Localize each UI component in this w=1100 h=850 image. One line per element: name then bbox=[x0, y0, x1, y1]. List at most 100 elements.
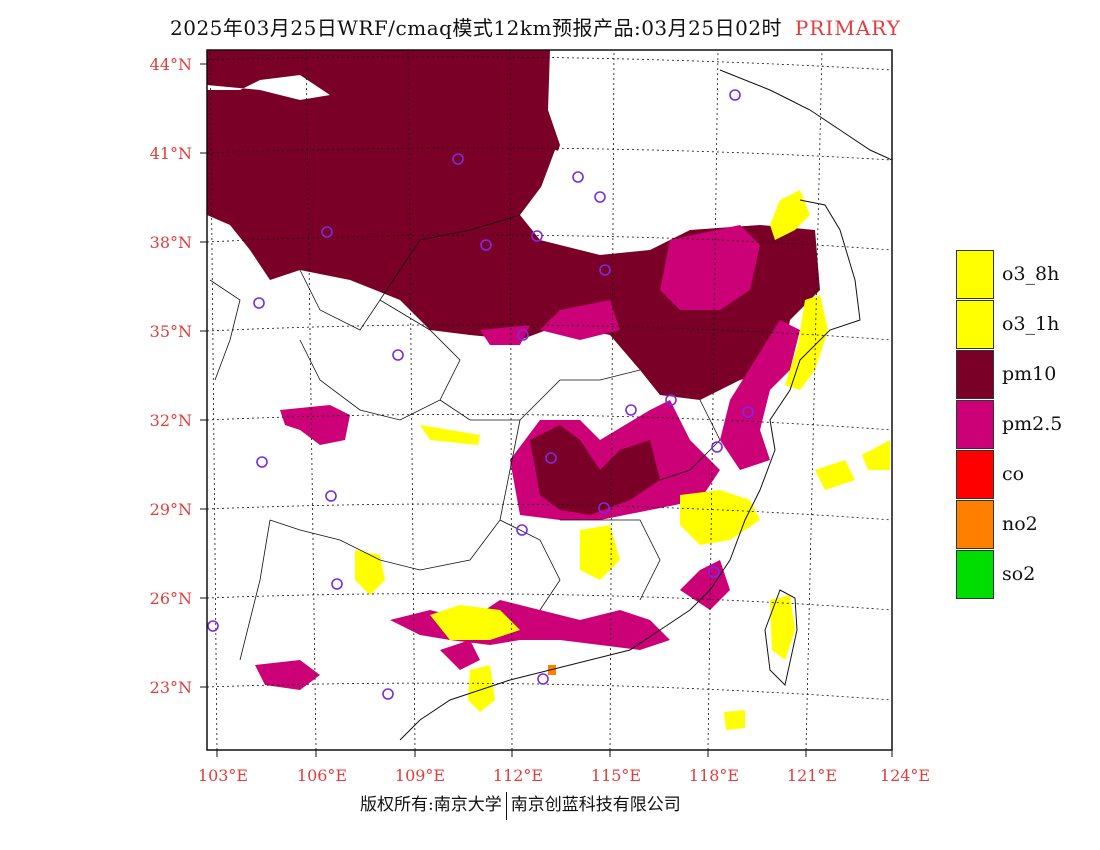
station-marker bbox=[665, 394, 677, 406]
legend-swatch bbox=[956, 249, 994, 299]
map-content bbox=[207, 50, 892, 750]
lon-label: 109°E bbox=[395, 766, 445, 785]
footer-divider bbox=[505, 791, 507, 820]
pm25-area-east bbox=[720, 320, 800, 470]
pm10-area-hubei bbox=[530, 425, 660, 515]
legend-item-o3-8h: o3_8h bbox=[956, 249, 1062, 299]
legend-swatch bbox=[956, 499, 994, 549]
station-marker bbox=[708, 566, 720, 578]
lat-label: 32°N bbox=[150, 411, 192, 430]
lon-label: 115°E bbox=[591, 766, 641, 785]
pm25-area-fujian bbox=[680, 560, 730, 610]
province-borders bbox=[209, 214, 721, 661]
latitude-labels: 44°N 41°N 38°N 35°N 32°N 29°N 26°N 23°N bbox=[150, 55, 192, 697]
legend-swatch bbox=[956, 449, 994, 499]
legend-swatch bbox=[956, 549, 994, 599]
legend-item-pm10: pm10 bbox=[956, 349, 1062, 399]
legend-swatch bbox=[956, 399, 994, 449]
lon-label: 124°E bbox=[880, 766, 930, 785]
o3-area-sea-east bbox=[862, 440, 890, 470]
station-marker bbox=[545, 452, 557, 464]
legend-label: o3_8h bbox=[1002, 263, 1060, 285]
station-marker bbox=[321, 226, 333, 238]
legend-swatch bbox=[956, 299, 994, 349]
station-marker bbox=[480, 239, 492, 251]
legend: o3_8h o3_1h pm10 pm2.5 co no2 so2 bbox=[956, 249, 1062, 599]
map-frame bbox=[206, 49, 893, 751]
lon-label: 118°E bbox=[689, 766, 739, 785]
station-marker bbox=[572, 171, 584, 183]
lon-label: 103°E bbox=[198, 766, 248, 785]
station-marker bbox=[517, 329, 529, 341]
o3-area-sea bbox=[815, 460, 855, 490]
legend-label: co bbox=[1002, 463, 1025, 485]
lat-label: 44°N bbox=[150, 55, 192, 74]
copyright-footer: 版权所有:南京大学 南京创蓝科技有限公司 bbox=[360, 790, 681, 820]
legend-label: so2 bbox=[1002, 563, 1036, 585]
station-marker bbox=[711, 441, 723, 453]
pm25-area-northeast bbox=[660, 225, 760, 310]
lat-label: 38°N bbox=[150, 233, 192, 252]
clear-area-north bbox=[207, 75, 330, 100]
legend-item-o3-1h: o3_1h bbox=[956, 299, 1062, 349]
station-marker bbox=[207, 620, 219, 632]
lat-label: 26°N bbox=[150, 589, 192, 608]
longitude-labels: 103°E 106°E 109°E 112°E 115°E 118°E 121°… bbox=[198, 766, 930, 785]
lat-label: 35°N bbox=[150, 322, 192, 341]
o3-area-guangxi bbox=[468, 665, 495, 712]
o3-area-guizhou bbox=[355, 550, 385, 595]
station-marker bbox=[452, 153, 464, 165]
o3-area-east-coast bbox=[785, 295, 828, 390]
pm25-area-guangxi bbox=[440, 640, 480, 670]
title-tag: PRIMARY bbox=[794, 16, 901, 40]
map-title: 2025年03月25日WRF/cmaq模式12km预报产品:03月25日02时 … bbox=[170, 12, 901, 41]
legend-label: pm2.5 bbox=[1002, 413, 1063, 435]
station-marker bbox=[253, 297, 265, 309]
o3-area-zhejiang bbox=[680, 490, 760, 545]
legend-label: no2 bbox=[1002, 513, 1038, 535]
station-marker bbox=[599, 264, 611, 276]
copyright-left: 版权所有:南京大学 bbox=[360, 795, 502, 815]
station-marker bbox=[598, 502, 610, 514]
legend-item-pm25: pm2.5 bbox=[956, 399, 1062, 449]
axis-ticks bbox=[200, 63, 893, 757]
lon-label: 106°E bbox=[297, 766, 347, 785]
station-marker bbox=[537, 673, 549, 685]
station-marker bbox=[256, 456, 268, 468]
copyright-right: 南京创蓝科技有限公司 bbox=[510, 795, 681, 815]
legend-label: pm10 bbox=[1002, 363, 1057, 385]
o3-area-guangdong bbox=[430, 605, 520, 640]
legend-item-co: co bbox=[956, 449, 1062, 499]
clear-area-hebei bbox=[530, 150, 700, 250]
station-marker bbox=[625, 404, 637, 416]
lon-label: 121°E bbox=[787, 766, 837, 785]
pm10-area-north bbox=[207, 50, 820, 400]
station-marker bbox=[331, 578, 343, 590]
graticule bbox=[207, 50, 892, 750]
station-marker bbox=[382, 688, 394, 700]
pm25-area-yunnan bbox=[255, 660, 320, 690]
pm25-area-central bbox=[540, 300, 620, 340]
legend-label: o3_1h bbox=[1002, 313, 1060, 335]
coastline bbox=[399, 69, 892, 741]
station-marker bbox=[594, 191, 606, 203]
station-marker bbox=[531, 230, 543, 242]
station-marker bbox=[729, 89, 741, 101]
legend-swatch bbox=[956, 349, 994, 399]
taiwan-outline bbox=[764, 589, 798, 687]
o3-area-hainan bbox=[724, 710, 745, 730]
o3-area-sichuan bbox=[420, 425, 480, 445]
o3-area-taiwan bbox=[770, 595, 795, 660]
pm25-area-henan bbox=[480, 325, 530, 345]
station-markers bbox=[207, 89, 754, 700]
station-marker bbox=[392, 349, 404, 361]
station-marker bbox=[742, 406, 754, 418]
lat-label: 23°N bbox=[150, 678, 192, 697]
station-marker bbox=[325, 490, 337, 502]
pm25-area-south bbox=[390, 600, 670, 650]
o3-area-shandong bbox=[770, 190, 810, 240]
lon-label: 112°E bbox=[493, 766, 543, 785]
title-main: 2025年03月25日WRF/cmaq模式12km预报产品:03月25日02时 bbox=[170, 16, 783, 40]
o3-area-jiangxi bbox=[580, 525, 620, 580]
